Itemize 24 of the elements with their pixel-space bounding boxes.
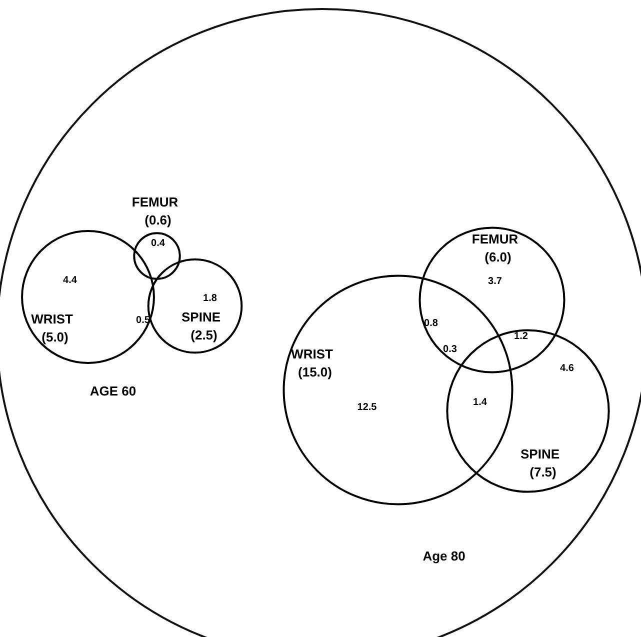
data-label: (0.6) xyxy=(144,212,172,228)
text: 0.8 xyxy=(424,318,438,329)
category-label: WRIST xyxy=(31,312,73,327)
data-label: (2.5) xyxy=(190,328,218,343)
text: 1.4 xyxy=(473,396,488,408)
text: 12.5 xyxy=(357,402,378,413)
data-label: (7.5) xyxy=(530,464,556,480)
data-label: (5.0) xyxy=(42,330,68,345)
text: AGE 60 xyxy=(90,384,136,399)
category-label: SPINE xyxy=(520,446,560,462)
text: Age 80 xyxy=(422,548,466,564)
category-label: FEMUR xyxy=(472,232,519,247)
text: 1.8 xyxy=(203,292,218,304)
data-label: (6.0) xyxy=(484,250,512,265)
category-label: FEMUR xyxy=(132,194,179,210)
data-label: (15.0) xyxy=(298,364,332,380)
text: 4.4 xyxy=(63,274,78,286)
text: 3.7 xyxy=(488,276,502,287)
text: 0.4 xyxy=(151,238,166,249)
category-label: WRIST xyxy=(291,346,333,362)
text: 1.2 xyxy=(514,330,528,342)
text: 0.3 xyxy=(443,344,458,355)
text: 4.6 xyxy=(560,362,574,374)
category-label: SPINE xyxy=(181,310,221,325)
